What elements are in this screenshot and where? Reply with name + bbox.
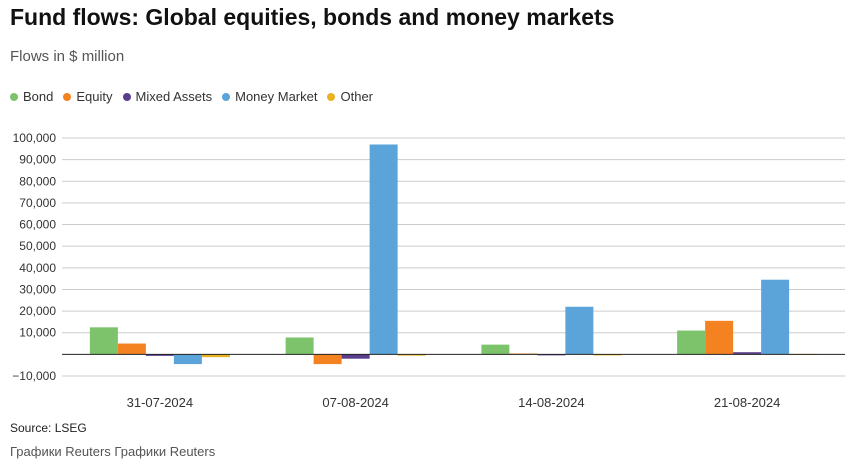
bar-money-market xyxy=(173,354,202,365)
legend-item-money-market: Money Market xyxy=(222,89,317,104)
legend-label-bond: Bond xyxy=(23,89,54,104)
legend-item-equity: Equity xyxy=(63,89,113,104)
y-tick-label: 80,000 xyxy=(19,174,56,188)
y-tick-label: 50,000 xyxy=(19,239,56,253)
x-axis-ticks: 31-07-2024 07-08-2024 14-08-2024 21-08-2024 xyxy=(127,395,781,410)
y-tick-label: 10,000 xyxy=(19,326,56,340)
legend-label-other: Other xyxy=(340,89,373,104)
bar-other xyxy=(593,354,622,356)
chart-credit: Графики Reuters Графики Reuters xyxy=(10,444,216,459)
legend-swatch-bond xyxy=(10,92,18,101)
y-tick-label: 20,000 xyxy=(19,304,56,318)
bar-bond xyxy=(677,330,706,355)
legend-item-other: Other xyxy=(327,89,373,104)
chart-source: Source: LSEG xyxy=(10,421,87,435)
bar-bond xyxy=(285,337,314,355)
y-tick-label: −10,000 xyxy=(12,369,56,383)
legend-swatch-equity xyxy=(63,92,72,101)
bar-equity xyxy=(313,354,342,365)
x-tick-label: 31-07-2024 xyxy=(127,395,194,410)
chart-title: Fund flows: Global equities, bonds and m… xyxy=(10,4,615,30)
legend-label-mixed-assets: Mixed Assets xyxy=(135,89,213,104)
bar-equity xyxy=(705,320,734,355)
bar-money-market xyxy=(565,306,594,355)
y-tick-label: 60,000 xyxy=(19,218,56,232)
x-tick-label: 07-08-2024 xyxy=(322,395,389,410)
bar-money-market xyxy=(761,279,790,355)
legend-swatch-mixed-assets xyxy=(122,92,131,101)
legend-swatch-money-market xyxy=(222,92,231,101)
bars xyxy=(89,144,818,365)
bar-other xyxy=(201,354,230,358)
chart-subtitle: Flows in $ million xyxy=(10,48,125,65)
legend-item-bond: Bond xyxy=(10,89,53,104)
bar-money-market xyxy=(369,144,398,355)
legend-item-mixed-assets: Mixed Assets xyxy=(122,89,213,104)
bar-mixed-assets xyxy=(733,352,762,355)
bar-mixed-assets xyxy=(341,354,370,359)
bar-bond xyxy=(89,327,118,355)
y-tick-label: 90,000 xyxy=(19,153,56,167)
legend-swatch-other xyxy=(327,92,336,101)
y-axis-ticks: 100,000 90,000 80,000 70,000 60,000 50,000 40,… xyxy=(12,131,56,383)
legend-label-money-market: Money Market xyxy=(235,89,318,104)
bar-bond xyxy=(481,344,510,355)
bar-mixed-assets xyxy=(145,354,174,356)
x-tick-label: 21-08-2024 xyxy=(714,395,781,410)
bar-equity xyxy=(117,343,146,355)
legend-label-equity: Equity xyxy=(76,89,113,104)
chart-legend: Bond Equity Mixed Assets Money Market Ot… xyxy=(10,89,373,104)
y-tick-label: 40,000 xyxy=(19,261,56,275)
x-tick-label: 14-08-2024 xyxy=(518,395,585,410)
y-tick-label: 30,000 xyxy=(19,282,56,296)
y-tick-label: 100,000 xyxy=(13,131,57,145)
y-tick-label: 70,000 xyxy=(19,196,56,210)
bar-other xyxy=(397,354,426,356)
